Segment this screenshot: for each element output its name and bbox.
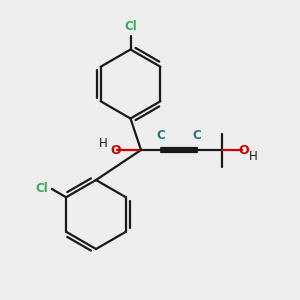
Text: Cl: Cl [124,20,137,33]
Text: H: H [249,150,258,163]
Text: Cl: Cl [35,182,48,196]
Text: C: C [192,129,201,142]
Text: O: O [238,143,249,157]
Text: H: H [98,137,107,150]
Text: O: O [110,143,121,157]
Text: C: C [156,129,165,142]
